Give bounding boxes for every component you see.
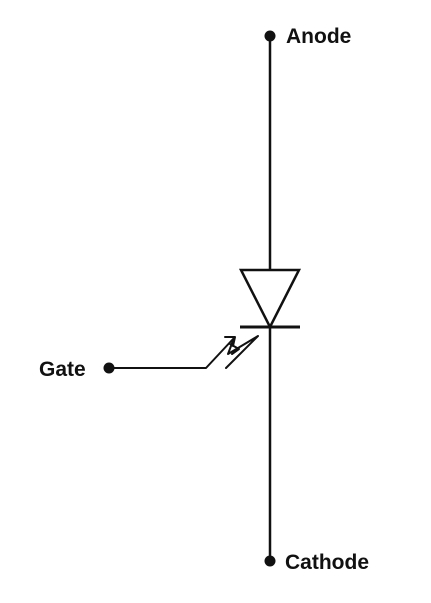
light-arrow-head-lower <box>229 343 240 355</box>
light-arrow-head-upper <box>224 336 236 347</box>
anode-terminal-dot <box>264 30 276 42</box>
diode-triangle <box>238 268 302 330</box>
gate-terminal-dot <box>103 362 115 374</box>
cathode-label: Cathode <box>285 551 369 574</box>
cathode-terminal-dot <box>264 555 276 567</box>
gate-label: Gate <box>39 358 86 381</box>
light-arrows-symbol <box>205 335 259 369</box>
light-arrow-zigzag <box>205 335 259 369</box>
anode-label: Anode <box>286 25 351 48</box>
